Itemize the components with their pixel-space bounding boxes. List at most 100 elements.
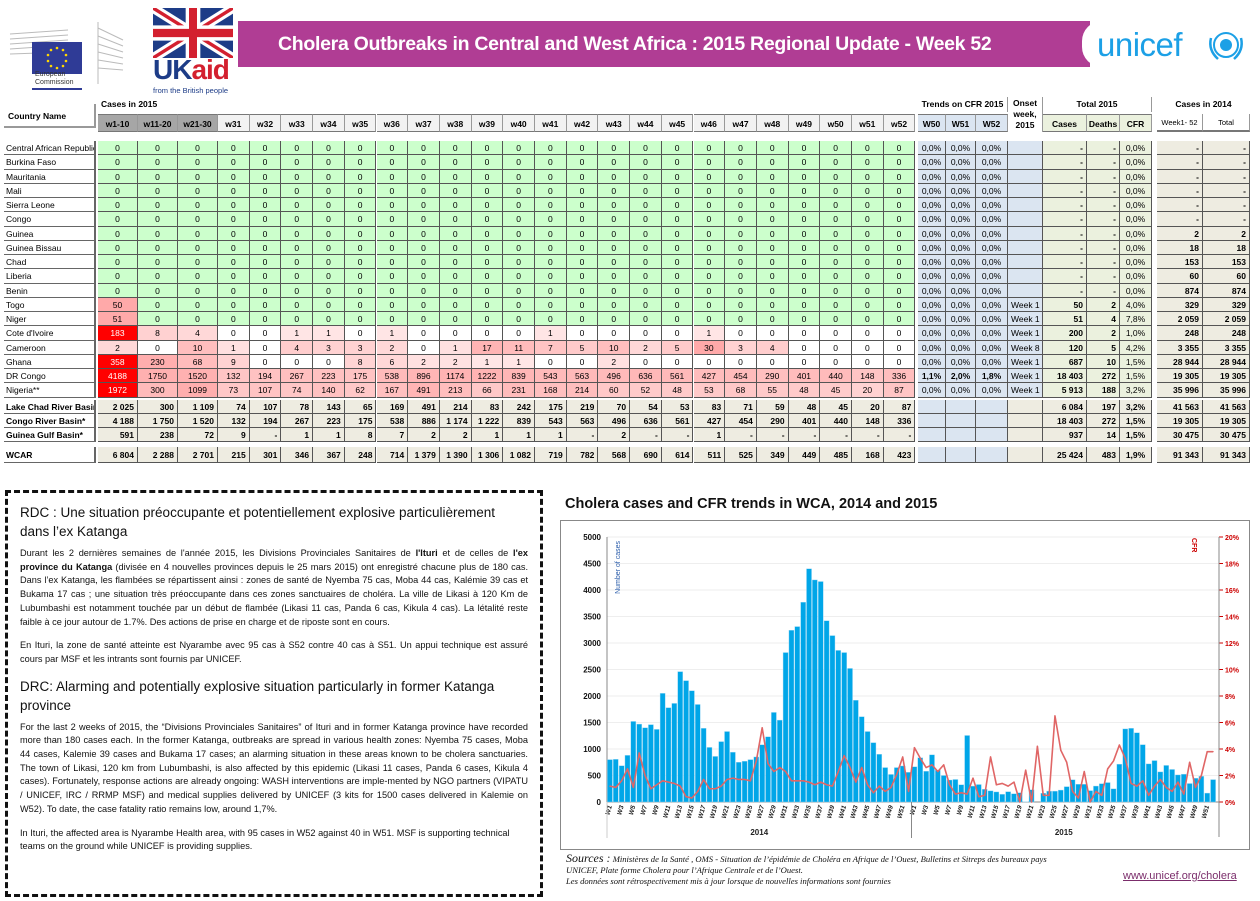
- week-cell: 0: [439, 255, 472, 270]
- basin-week-cell: 543: [535, 414, 567, 428]
- basin-week-cell: 401: [788, 414, 821, 428]
- week-2014-cell: -: [1157, 141, 1203, 156]
- week-cell: 0: [218, 212, 250, 227]
- cfr-point: [884, 790, 886, 792]
- y-tick-label: 1500: [583, 719, 601, 728]
- union-jack-icon: [150, 3, 236, 63]
- cfr-point: [1019, 801, 1021, 803]
- y2-tick-label: 8%: [1225, 694, 1236, 701]
- cfr-point: [972, 777, 974, 779]
- week-cell: 0: [249, 240, 282, 255]
- week-cell: 0: [313, 283, 345, 298]
- trends-cfr-header: Trends on CFR 2015: [918, 97, 1008, 112]
- week-cell: 53: [693, 383, 726, 398]
- week-cell: 300: [138, 383, 178, 398]
- week-column-header: w50: [820, 114, 852, 132]
- week-cell: 0: [281, 226, 314, 241]
- week-cell: 0: [376, 226, 409, 241]
- week-cell: 0: [138, 240, 178, 255]
- week-2014-cell: 60: [1157, 269, 1203, 284]
- week-cell: 0: [820, 255, 852, 270]
- cfr-point: [755, 760, 757, 762]
- cfr-trend-cell: 0,0%: [976, 312, 1008, 327]
- week-cell: 0: [376, 155, 409, 170]
- week-cell: 0: [756, 283, 789, 298]
- bar-2014-w45: [864, 731, 871, 803]
- cfr-point: [1089, 801, 1091, 803]
- wcar-total-week-cell: 511: [693, 447, 726, 463]
- week-cell: 0: [344, 212, 377, 227]
- week-cell: 148: [852, 369, 884, 384]
- week-cell: 0: [788, 169, 821, 184]
- total-cases-cell: -: [1043, 141, 1087, 156]
- week-cell: 0: [218, 255, 250, 270]
- week-cell: 0: [471, 326, 504, 341]
- cfr-trend-cell: 0,0%: [976, 326, 1008, 341]
- week-cell: 0: [883, 155, 916, 170]
- week-cell: 0: [376, 297, 409, 312]
- y-tick-label: 1000: [583, 745, 601, 754]
- bar-2015-w17: [1005, 791, 1011, 803]
- week-cell: 4188: [98, 369, 138, 384]
- country-name: Benin: [4, 283, 96, 298]
- week-tick-label: W15: [990, 804, 1000, 819]
- week-cell: 0: [630, 155, 662, 170]
- bar-2014-w16: [695, 704, 701, 803]
- week-2014-cell: -: [1157, 155, 1203, 170]
- week-cell: 0: [313, 255, 345, 270]
- week-2014-cell: 874: [1157, 283, 1203, 298]
- cases-2014-header: Cases in 2014: [1175, 99, 1232, 109]
- week-tick-label: W19: [1014, 804, 1024, 819]
- bar-2015-w29: [1075, 784, 1082, 803]
- week-cell: 0: [313, 354, 345, 369]
- week-cell: 0: [598, 141, 631, 156]
- cfr-trend-cell: 0,0%: [976, 198, 1008, 213]
- week-cell: 183: [98, 326, 138, 341]
- week-cell: 0: [756, 198, 789, 213]
- total-cfr-cell: 0,0%: [1120, 226, 1152, 241]
- week-cell: 0: [725, 255, 757, 270]
- bar-2015-w6: [940, 775, 947, 803]
- bar-2015-w18: [1011, 793, 1017, 803]
- cfr-point: [808, 781, 810, 783]
- week-cell: 0: [756, 326, 789, 341]
- week-cell: 0: [503, 297, 535, 312]
- cfr-point: [1136, 785, 1138, 787]
- week-tick-label: W31: [1084, 804, 1094, 819]
- week-tick-label: W35: [1107, 804, 1117, 819]
- week-cell: 0: [598, 155, 631, 170]
- week-column-header: w35: [344, 114, 377, 132]
- basin-week-cell: 219: [566, 400, 599, 414]
- week-cell: 2: [630, 340, 662, 355]
- basin-cfr-empty: [918, 400, 946, 414]
- week-tick-label: W43: [850, 804, 860, 819]
- country-name: Togo: [4, 297, 96, 312]
- cfr-trend-cell: 0,0%: [976, 340, 1008, 355]
- total-deaths-cell: -: [1087, 226, 1120, 241]
- week-cell: 0: [376, 169, 409, 184]
- week-cell: 0: [883, 169, 916, 184]
- week-column-header: w46: [693, 114, 726, 132]
- total-cases-cell: -: [1043, 155, 1087, 170]
- week-cell: 0: [408, 240, 440, 255]
- unicef-cholera-link[interactable]: www.unicef.org/cholera: [1123, 870, 1237, 882]
- week-cell: 0: [598, 255, 631, 270]
- week-cell: 0: [566, 297, 599, 312]
- fr-paragraph-2: En Ituri, la zone de santé atteinte est …: [20, 640, 528, 664]
- week-cell: 45: [820, 383, 852, 398]
- week-cell: 0: [852, 269, 884, 284]
- week-cell: 0: [725, 326, 757, 341]
- cfr-point: [1165, 786, 1167, 789]
- cfr-point: [726, 778, 728, 781]
- cfr-point: [691, 797, 693, 799]
- total-cfr-cell: 7,8%: [1120, 312, 1152, 327]
- week-cell: 0: [98, 169, 138, 184]
- basin-week-cell: 194: [249, 414, 282, 428]
- total-2014-cell: 19 305: [1203, 369, 1250, 384]
- week-cell: 0: [376, 141, 409, 156]
- week-tick-label: W41: [838, 804, 848, 819]
- week-cell: 0: [598, 198, 631, 213]
- basin-week-cell: 175: [535, 400, 567, 414]
- cfr-trend-cell: 0,0%: [918, 212, 946, 227]
- week-cell: 0: [439, 283, 472, 298]
